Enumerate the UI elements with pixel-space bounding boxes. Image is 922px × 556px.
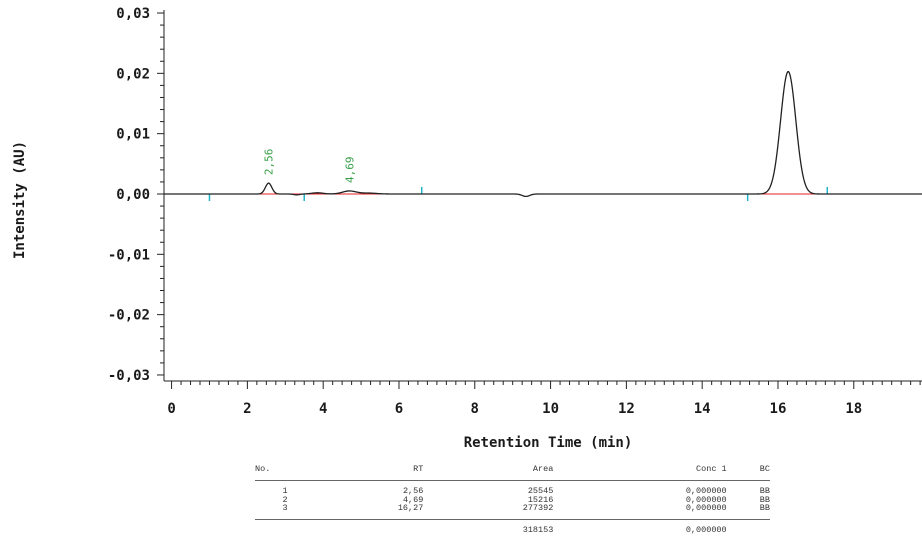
results-header-row: No. RT Area Conc 1 BC bbox=[255, 464, 770, 481]
x-axis-label: Retention Time (min) bbox=[464, 435, 633, 451]
cell-rt: 4,69 bbox=[402, 494, 424, 505]
chromatogram-chart: 0,03 0,02 0,01 0,00 -0,01 -0,02 -0,03 0 2 4 6 8 10 12… bbox=[12, 6, 922, 451]
peak-label: 4,69 bbox=[343, 156, 356, 183]
cell-no: 3 bbox=[282, 503, 288, 513]
totals-row: 318153 0,000000 bbox=[255, 518, 770, 534]
x-tick-label: 12 bbox=[618, 401, 635, 417]
total-area: 318153 bbox=[423, 518, 554, 534]
cell-bc: BB bbox=[759, 494, 770, 505]
integration-markers bbox=[208, 186, 828, 201]
y-tick-label: -0,03 bbox=[108, 368, 150, 384]
cell-conc: 0,000000 bbox=[685, 503, 727, 513]
header-rt: RT bbox=[315, 464, 424, 481]
header-bc: BC bbox=[726, 464, 770, 481]
cell-area: 25545 bbox=[527, 486, 554, 496]
y-tick-label: -0,02 bbox=[108, 308, 150, 324]
y-tick-label: 0,03 bbox=[116, 6, 150, 22]
table-row: 1 2,56 25545 0,000000 BB bbox=[255, 481, 770, 496]
x-tick-label: 8 bbox=[471, 401, 479, 417]
table-row: 3 16,27 277392 0,000000 BB bbox=[255, 504, 770, 519]
total-conc: 0,000000 bbox=[553, 518, 727, 534]
y-axis-label: Intensity (AU) bbox=[12, 141, 28, 259]
x-tick-label: 18 bbox=[845, 401, 862, 417]
cell-no: 2 bbox=[282, 494, 288, 505]
peak-results-table: No. RT Area Conc 1 BC 1 2,56 25545 0,000… bbox=[255, 464, 770, 534]
cell-area: 277392 bbox=[522, 503, 554, 513]
header-conc: Conc 1 bbox=[553, 464, 727, 481]
table-row: 2 4,69 15216 0,000000 BB bbox=[255, 494, 770, 505]
cell-no: 1 bbox=[282, 486, 288, 496]
cell-rt: 2,56 bbox=[402, 486, 424, 496]
cell-conc: 0,000000 bbox=[685, 486, 727, 496]
x-tick-label: 2 bbox=[243, 401, 251, 417]
header-no: No. bbox=[255, 464, 315, 481]
cell-conc: 0,000000 bbox=[685, 494, 727, 505]
cell-rt: 16,27 bbox=[397, 503, 424, 513]
header-area: Area bbox=[423, 464, 554, 481]
cell-bc: BB bbox=[759, 503, 770, 513]
y-tick-label: 0,00 bbox=[116, 187, 150, 203]
cell-area: 15216 bbox=[527, 494, 554, 505]
x-tick-label: 0 bbox=[167, 401, 175, 417]
x-tick-label: 4 bbox=[319, 401, 327, 417]
y-tick-label: -0,01 bbox=[108, 247, 150, 263]
signal-trace bbox=[164, 71, 922, 198]
x-tick-label: 16 bbox=[770, 401, 787, 417]
x-tick-label: 10 bbox=[542, 401, 559, 417]
x-tick-label: 6 bbox=[395, 401, 403, 417]
axes bbox=[157, 10, 922, 389]
y-tick-label: 0,02 bbox=[116, 66, 150, 82]
cell-bc: BB bbox=[759, 486, 770, 496]
y-tick-label: 0,01 bbox=[116, 127, 150, 143]
peak-label: 2,56 bbox=[263, 149, 276, 176]
x-tick-label: 14 bbox=[694, 401, 711, 417]
